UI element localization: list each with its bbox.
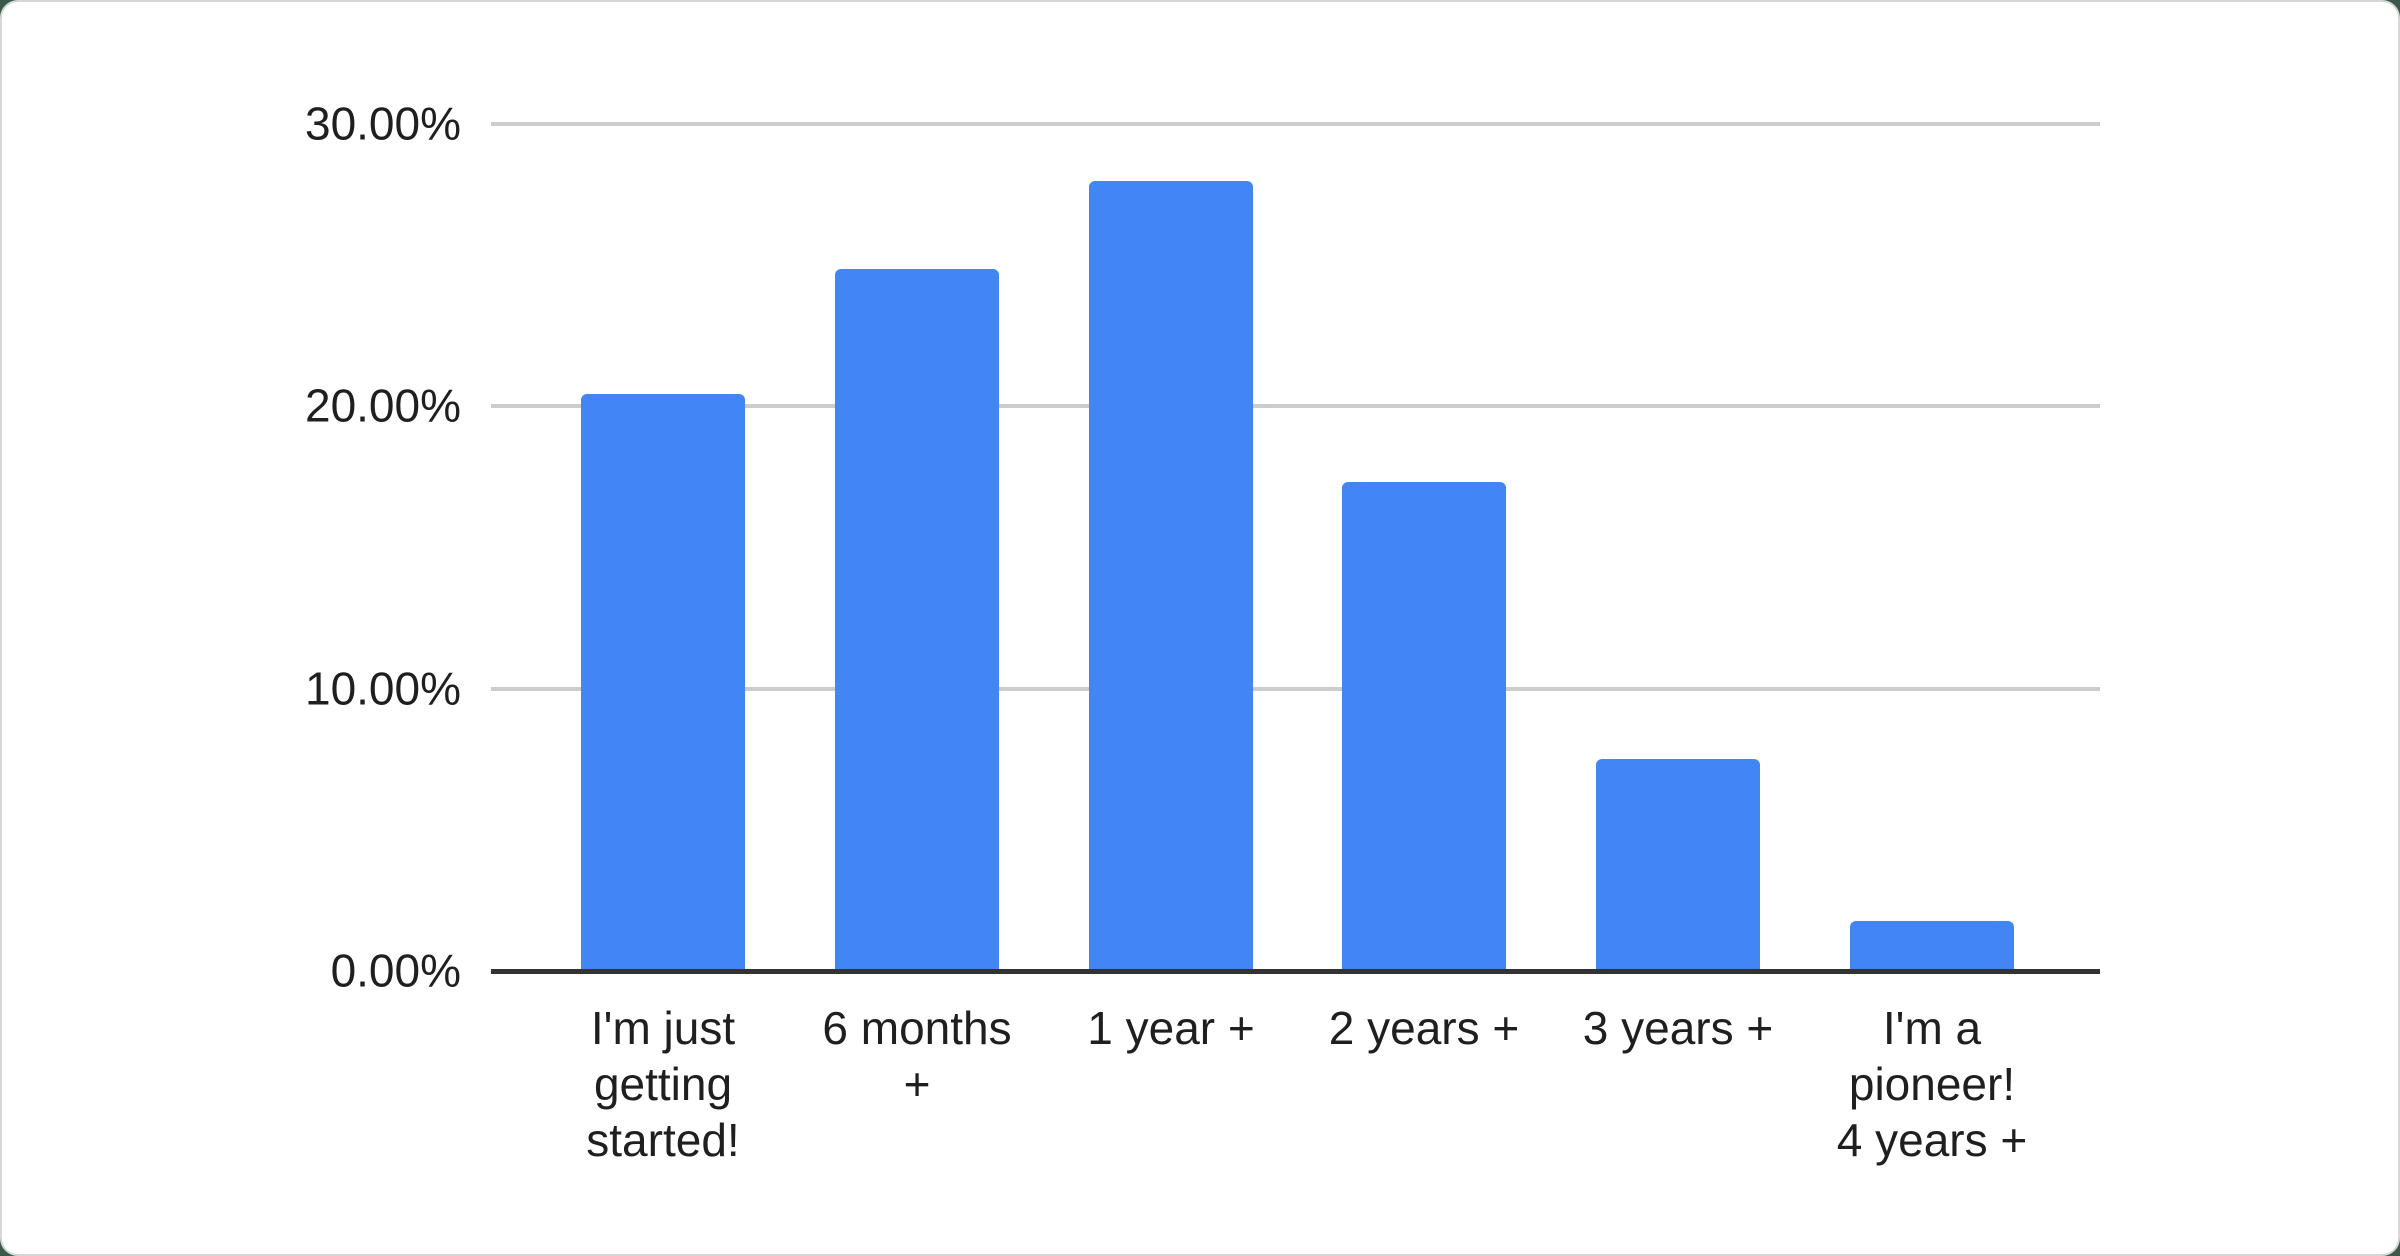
y-axis-tick-label: 30.00%	[304, 97, 461, 150]
bar-3	[1089, 181, 1253, 971]
bar-5	[1596, 759, 1760, 971]
bar-2	[835, 269, 999, 971]
x-axis-tick-label: 1 year +	[1087, 1002, 1255, 1054]
bar-4	[1342, 482, 1506, 971]
x-axis-tick-label: I'm just getting started!	[586, 1002, 740, 1166]
bar-1	[581, 394, 745, 971]
x-axis-tick-label: 2 years +	[1328, 1002, 1520, 1054]
x-axis-tick-label: 6 months +	[822, 1002, 1012, 1110]
gridline-30	[491, 122, 2100, 126]
gridline-20	[491, 404, 2100, 409]
y-axis-tick-label: 0.00%	[330, 944, 461, 997]
x-axis-tick-label: I'm a pioneer! 4 years +	[1836, 1002, 2028, 1166]
x-axis-line	[491, 969, 2100, 974]
x-axis-tick-label: 3 years +	[1582, 1002, 1774, 1054]
y-axis-tick-label: 10.00%	[304, 662, 461, 715]
y-axis-tick-label: 20.00%	[304, 379, 461, 432]
gridline-10	[491, 686, 2100, 691]
bar-6	[1850, 921, 2014, 971]
